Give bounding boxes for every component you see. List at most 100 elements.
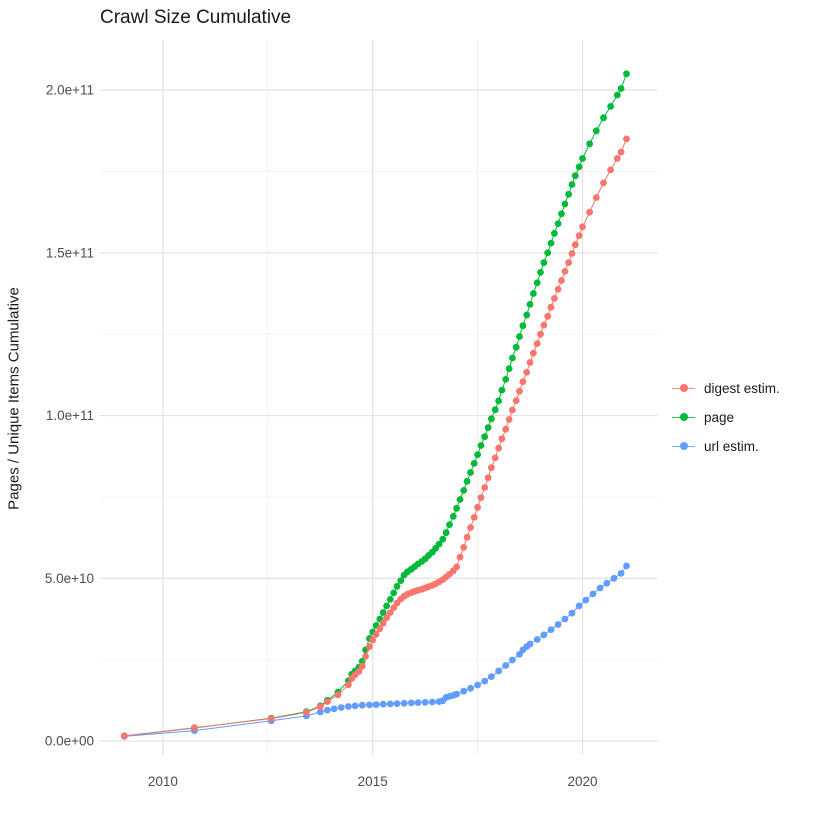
data-point-digest-estim- — [544, 312, 552, 320]
data-point-url-estim- — [554, 621, 562, 628]
data-point-page — [617, 85, 625, 92]
data-point-page — [383, 602, 390, 610]
data-point-digest-estim- — [355, 668, 363, 675]
data-point-digest-estim- — [484, 474, 492, 482]
data-point-url-estim- — [610, 574, 618, 582]
data-point-page — [495, 397, 502, 405]
data-point-url-estim- — [414, 699, 422, 706]
data-point-page — [568, 181, 576, 188]
x-tick-label: 2010 — [148, 774, 178, 789]
data-point-url-estim- — [467, 684, 474, 692]
data-point-page — [449, 513, 457, 520]
data-point-digest-estim- — [613, 155, 621, 162]
data-point-page — [607, 103, 614, 110]
data-point-page — [502, 376, 510, 383]
data-point-page — [379, 609, 387, 616]
data-point-digest-estim- — [324, 698, 331, 705]
data-point-url-estim- — [561, 615, 569, 623]
data-point-digest-estim- — [358, 662, 366, 670]
data-point-digest-estim- — [505, 416, 513, 423]
data-point-digest-estim- — [551, 295, 558, 302]
data-point-digest-estim- — [470, 514, 478, 521]
data-point-page — [586, 140, 593, 148]
data-point-page — [463, 477, 471, 485]
data-point-page — [484, 424, 492, 431]
data-point-digest-estim- — [369, 636, 377, 644]
legend-key-page — [672, 407, 695, 427]
data-point-page — [512, 343, 520, 351]
legend-dot-icon — [679, 441, 688, 450]
data-point-url-estim- — [540, 631, 548, 639]
data-point-digest-estim- — [453, 563, 460, 571]
series-line-url-estim- — [124, 565, 627, 737]
data-point-digest-estim- — [303, 709, 310, 716]
data-point-url-estim- — [481, 677, 489, 685]
y-tick-label: 1.5e+11 — [46, 245, 94, 260]
data-point-digest-estim- — [558, 277, 565, 284]
data-point-url-estim- — [337, 704, 345, 711]
data-point-page — [526, 300, 534, 308]
chart-title: Crawl Size Cumulative — [100, 7, 292, 28]
data-point-page — [575, 163, 583, 171]
data-point-url-estim- — [502, 662, 510, 669]
data-point-page — [509, 354, 516, 362]
data-point-page — [600, 114, 607, 122]
data-point-url-estim- — [453, 690, 460, 698]
data-point-url-estim- — [623, 562, 630, 570]
data-point-url-estim- — [460, 687, 468, 695]
data-point-digest-estim- — [386, 609, 394, 616]
legend-label: page — [704, 409, 735, 425]
y-tick-label: 2.0e+11 — [46, 83, 94, 98]
legend: digest estim. page url estim. — [672, 378, 780, 456]
data-point-url-estim- — [488, 673, 495, 680]
data-point-digest-estim- — [568, 250, 576, 257]
data-point-url-estim- — [617, 570, 625, 577]
data-point-digest-estim- — [623, 135, 630, 143]
y-tick-label: 5.0e+10 — [45, 571, 94, 586]
data-point-digest-estim- — [460, 544, 468, 551]
data-point-url-estim- — [474, 681, 481, 689]
data-point-digest-estim- — [481, 484, 489, 491]
data-point-page — [561, 200, 569, 208]
data-point-digest-estim- — [491, 454, 499, 462]
data-point-url-estim- — [400, 699, 408, 707]
data-point-url-estim- — [533, 636, 541, 643]
data-point-digest-estim- — [533, 340, 541, 347]
legend-dot-icon — [679, 412, 688, 421]
y-tick-label: 0.0e+00 — [45, 734, 94, 749]
x-tick-label: 2020 — [567, 774, 597, 789]
data-point-url-estim- — [526, 640, 534, 648]
data-point-page — [397, 577, 405, 584]
data-point-page — [390, 589, 398, 597]
data-point-url-estim- — [596, 584, 604, 592]
data-point-page — [551, 229, 558, 237]
data-point-digest-estim- — [498, 435, 506, 443]
x-tick-label: 2015 — [358, 774, 388, 789]
data-point-page — [540, 259, 548, 266]
data-point-url-estim- — [351, 702, 359, 710]
data-point-digest-estim- — [571, 241, 579, 249]
data-point-url-estim- — [330, 705, 338, 713]
data-point-digest-estim- — [316, 703, 324, 711]
legend-key-url — [672, 436, 695, 456]
data-point-url-estim- — [366, 701, 373, 709]
data-point-page — [537, 269, 544, 276]
data-point-digest-estim- — [607, 166, 614, 174]
data-point-digest-estim- — [376, 625, 384, 633]
data-point-page — [393, 583, 401, 590]
data-point-page — [579, 155, 586, 162]
data-point-digest-estim- — [366, 643, 373, 650]
data-point-digest-estim- — [334, 691, 342, 699]
data-point-page — [523, 311, 531, 319]
data-point-url-estim- — [393, 700, 401, 707]
data-point-digest-estim- — [495, 444, 502, 452]
data-point-page — [467, 469, 474, 476]
data-point-page — [456, 496, 464, 503]
y-tick-label: 1.0e+11 — [46, 408, 94, 423]
data-point-url-estim- — [345, 703, 352, 710]
data-point-url-estim- — [379, 700, 387, 708]
data-point-page — [565, 190, 572, 198]
data-point-page — [435, 540, 443, 548]
